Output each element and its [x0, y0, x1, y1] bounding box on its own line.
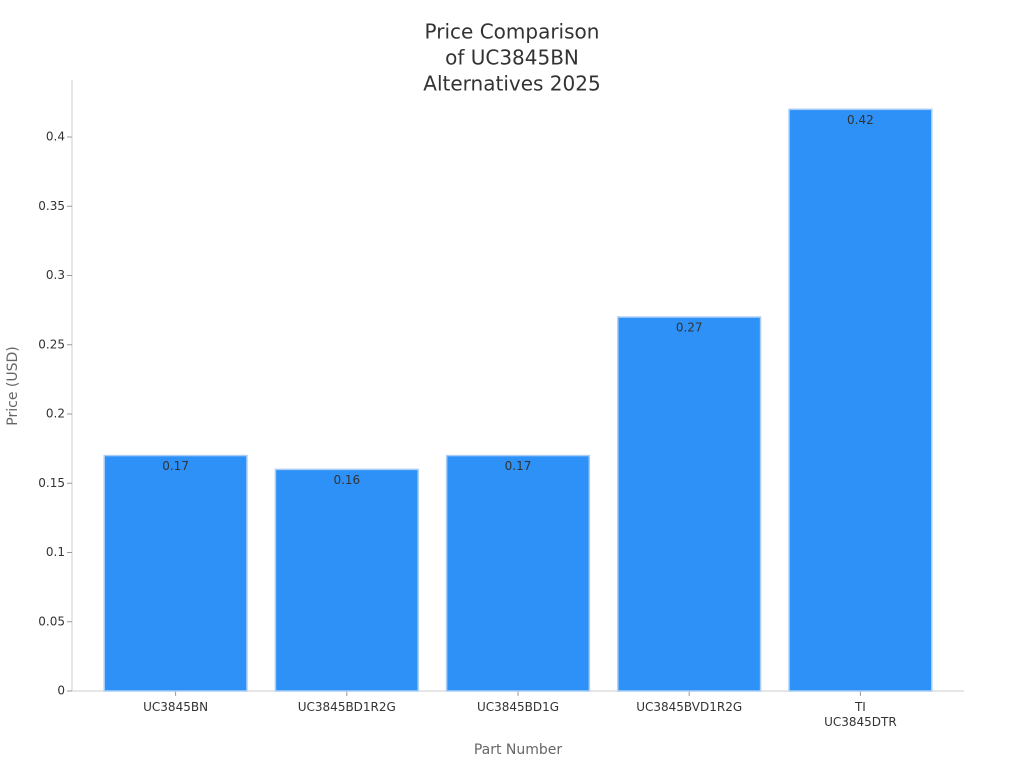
value-label: 0.27 — [676, 321, 703, 335]
x-axis-label: Part Number — [474, 742, 563, 758]
y-tick-label: 0.15 — [38, 476, 65, 490]
x-tick-label: UC3845BD1G — [476, 700, 560, 714]
x-tick-label: UC3845BN — [143, 700, 209, 714]
y-tick-label: 0.4 — [46, 130, 65, 144]
bar — [445, 454, 591, 692]
bar — [788, 108, 933, 692]
chart-title: Price Comparison — [425, 20, 600, 44]
bar — [617, 316, 762, 692]
y-tick-label: 0.1 — [46, 545, 65, 559]
x-tick-label: UC3845BVD1R2G — [636, 700, 743, 714]
y-tick-label: 0.25 — [38, 337, 65, 351]
bar — [103, 454, 248, 692]
y-tick-label: 0 — [57, 684, 65, 698]
bar — [274, 468, 419, 692]
value-label: 0.17 — [162, 459, 189, 473]
x-tick-label: UC3845BD1R2G — [297, 700, 396, 714]
y-tick-label: 0.3 — [46, 268, 65, 282]
chart-title: Alternatives 2025 — [423, 72, 600, 96]
y-axis-label: Price (USD) — [5, 346, 21, 425]
y-tick-label: 0.35 — [38, 199, 65, 213]
chart-title: of UC3845BN — [445, 46, 579, 70]
y-tick-label: 0.2 — [46, 407, 65, 421]
value-label: 0.17 — [505, 459, 532, 473]
value-label: 0.16 — [333, 473, 360, 487]
x-tick-label: TI UC3845DTR — [824, 700, 897, 729]
y-tick-label: 0.05 — [38, 614, 65, 628]
value-label: 0.42 — [847, 113, 874, 127]
